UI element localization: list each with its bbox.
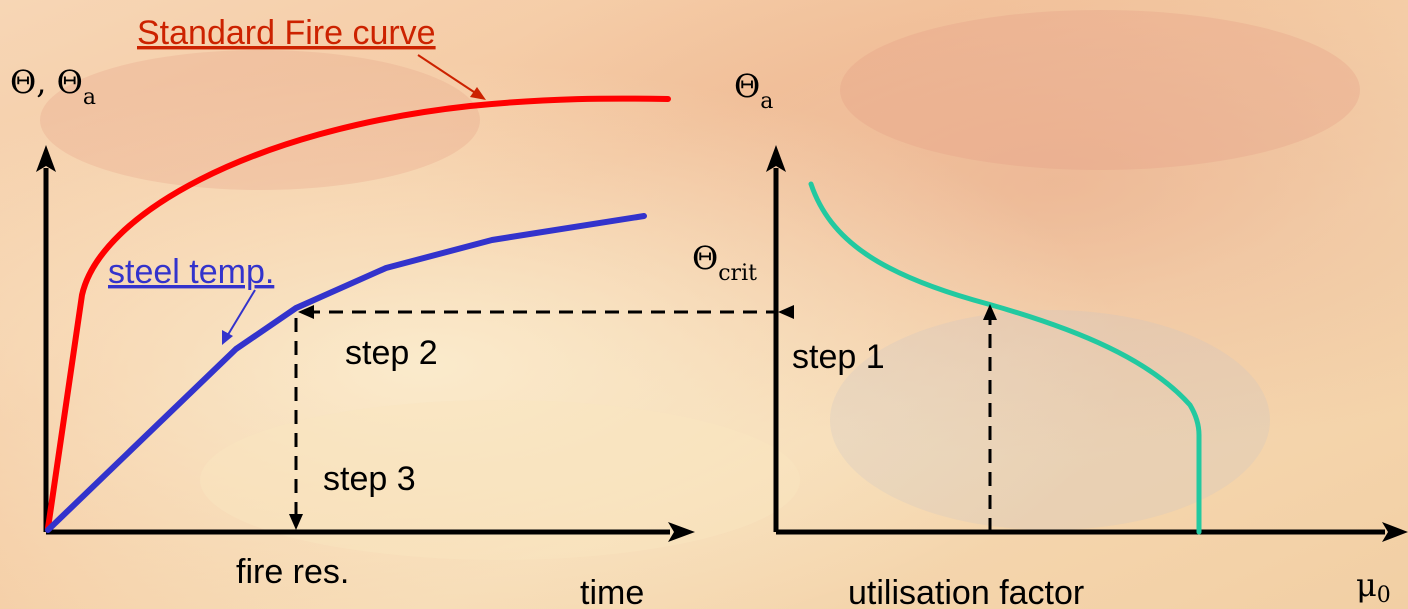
fire-curve-pointer	[417, 54, 481, 97]
steel-temp-label: steel temp.	[108, 253, 274, 291]
utilisation-factor-label: utilisation factor	[848, 574, 1084, 609]
time-label: time	[580, 574, 644, 609]
mu-label: μ0	[1356, 566, 1391, 608]
right-y-axis-arrowhead	[766, 145, 786, 172]
right-axis-label: Θa	[734, 67, 773, 114]
standard-fire-curve	[45, 95, 671, 531]
left-axis-label: Θ, Θa	[10, 63, 96, 110]
fire-curve-pointer-head	[470, 87, 486, 100]
step2-label: step 2	[345, 334, 438, 372]
step2-arrowhead	[298, 305, 314, 319]
right-x-axis-arrowhead	[1382, 522, 1408, 542]
step1-label: step 1	[792, 338, 885, 376]
steel-temp-pointer-head	[222, 330, 233, 345]
step1-arrowhead-up	[983, 304, 997, 320]
step3-arrowhead	[289, 514, 303, 530]
critical-temperature-curve	[808, 181, 1202, 535]
theta-crit-label: Θcrit	[692, 239, 757, 286]
left-x-axis-arrowhead	[668, 522, 695, 542]
fire-res-label: fire res.	[236, 553, 349, 591]
left-y-axis-arrowhead	[36, 145, 56, 172]
step1-arrowhead-left	[778, 305, 794, 319]
steel-temperature-curve	[45, 213, 647, 533]
standard-fire-curve-label: Standard Fire curve	[137, 14, 436, 52]
step3-label: step 3	[323, 460, 416, 498]
steel-temp-pointer	[225, 289, 256, 339]
